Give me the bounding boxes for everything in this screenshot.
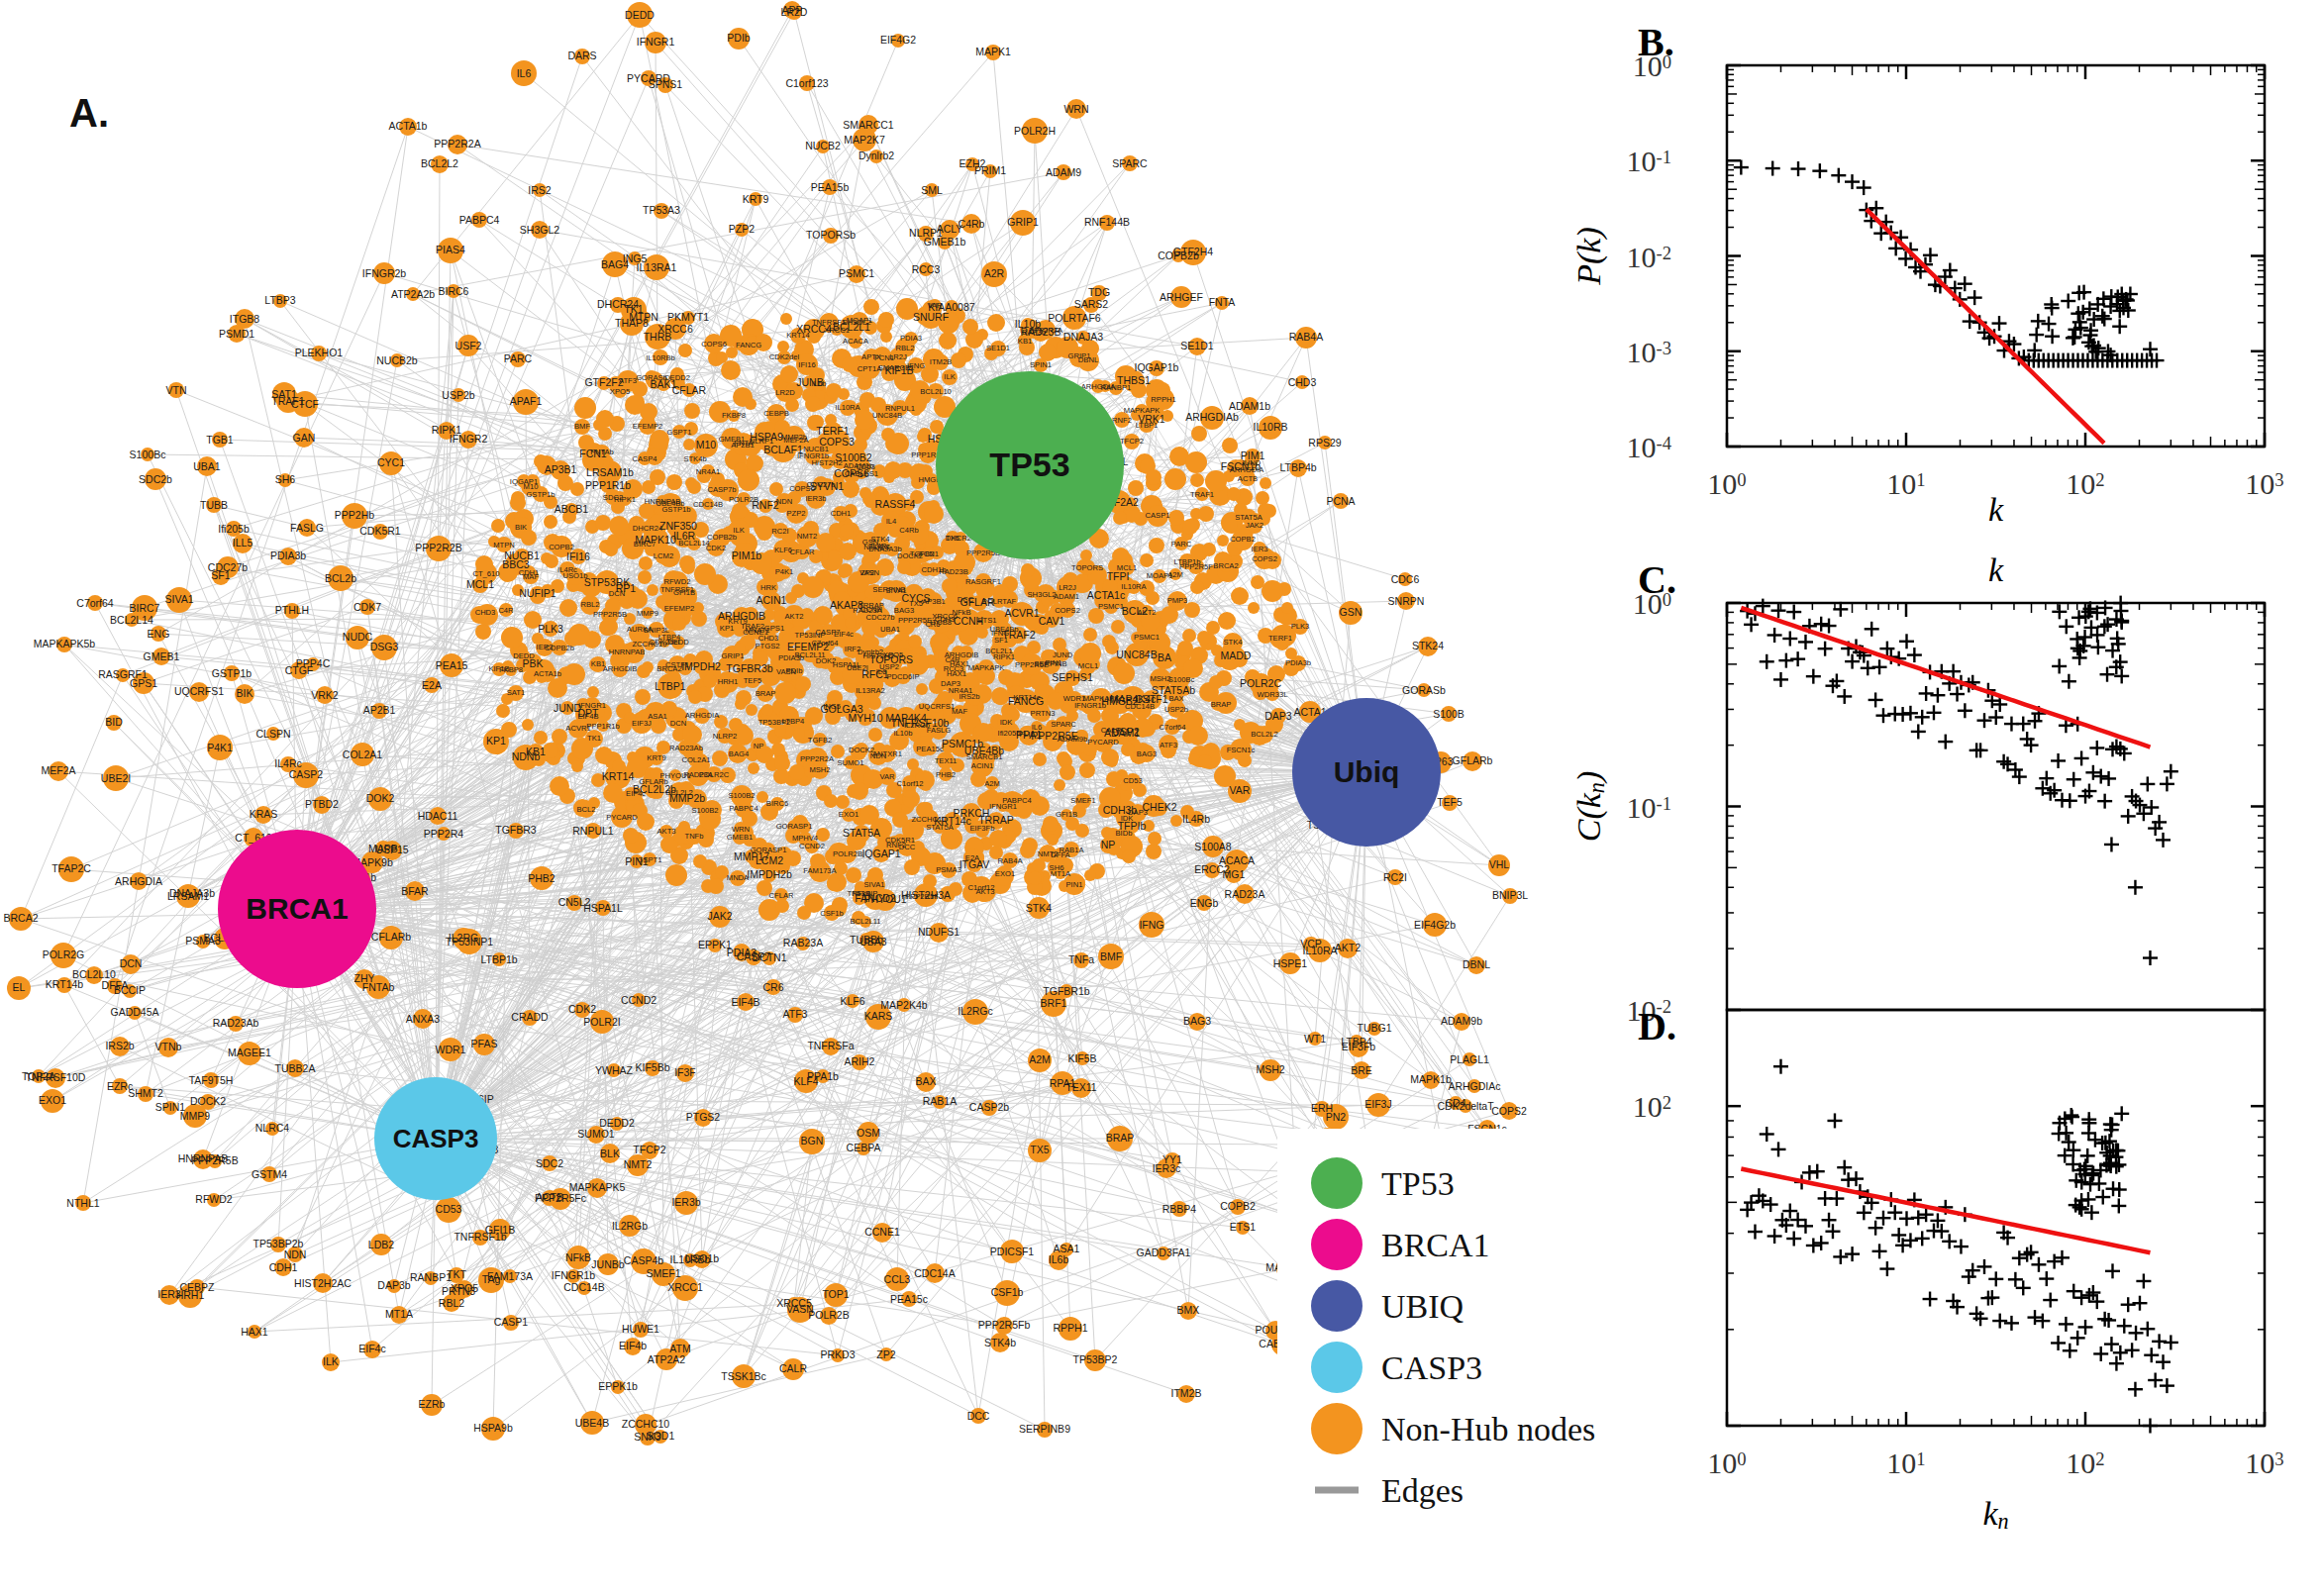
svg-text:101: 101: [1886, 1446, 1925, 1479]
svg-text:k: k: [1988, 551, 2004, 588]
svg-text:103: 103: [2245, 467, 2283, 500]
svg-text:Non-Hub nodes: Non-Hub nodes: [1381, 1411, 1595, 1447]
svg-text:10-1: 10-1: [1627, 791, 1672, 824]
svg-text:BRCA1: BRCA1: [1381, 1227, 1490, 1263]
svg-text:102: 102: [1633, 1090, 1671, 1123]
svg-text:101: 101: [1886, 467, 1925, 500]
svg-text:P(k): P(k): [1570, 227, 1608, 286]
svg-text:103: 103: [2245, 1446, 2283, 1479]
svg-text:100: 100: [1633, 587, 1671, 620]
svg-text:kn: kn: [1982, 1495, 2008, 1534]
svg-text:100: 100: [1707, 1446, 1746, 1479]
svg-text:UBIQ: UBIQ: [1381, 1288, 1464, 1325]
svg-text:10-4: 10-4: [1627, 431, 1672, 463]
svg-text:k: k: [1988, 491, 2004, 528]
svg-text:10-3: 10-3: [1627, 336, 1672, 368]
svg-text:Edges: Edges: [1381, 1472, 1464, 1509]
svg-text:102: 102: [2066, 467, 2104, 500]
svg-text:10-1: 10-1: [1627, 145, 1672, 177]
svg-text:100: 100: [1633, 50, 1671, 82]
svg-text:10-2: 10-2: [1627, 241, 1672, 273]
svg-text:C(kn): C(kn): [1570, 771, 1609, 842]
svg-text:102: 102: [2066, 1446, 2104, 1479]
svg-text:TP53: TP53: [1381, 1165, 1455, 1202]
svg-text:CASP3: CASP3: [1381, 1349, 1482, 1386]
svg-text:100: 100: [1707, 467, 1746, 500]
svg-text:D.: D.: [1638, 1004, 1676, 1048]
